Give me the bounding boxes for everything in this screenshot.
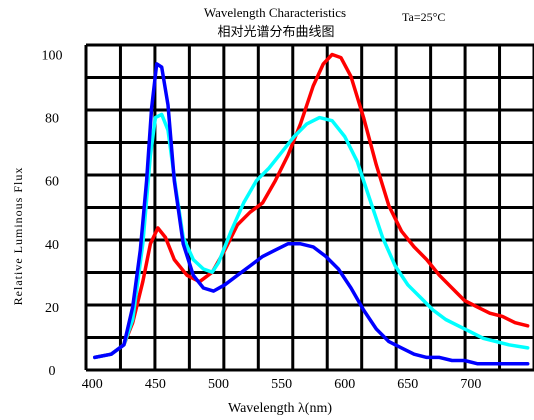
blue-series-line (93, 62, 530, 366)
red-series-line (93, 52, 530, 360)
x-tick-label: 500 (208, 377, 229, 392)
y-tick-label: 100 (42, 48, 63, 63)
x-tick-label: 700 (460, 377, 481, 392)
y-tick-label: 40 (45, 238, 59, 253)
x-axis-label: Wavelength λ(nm) (228, 401, 332, 416)
y-tick-label: 0 (49, 364, 56, 379)
grid (84, 43, 534, 372)
y-tick-label: 20 (45, 301, 59, 316)
x-tick-label: 400 (82, 377, 103, 392)
cyan-series-line (93, 112, 530, 360)
chart-title: Wavelength Characteristics (204, 5, 346, 20)
y-tick-label: 80 (45, 112, 59, 127)
series-group (93, 52, 530, 366)
x-tick-label: 450 (145, 377, 166, 392)
y-axis-label: Relative Luminous Flux (11, 167, 25, 306)
x-tick-label: 650 (397, 377, 418, 392)
chart-subtitle: 相对光谱分布曲线图 (217, 25, 334, 40)
x-tick-labels: 400 450 500 550 600 650 700 (82, 377, 482, 392)
x-tick-label: 600 (334, 377, 355, 392)
y-tick-labels: 0 20 40 60 80 100 (42, 48, 63, 379)
temperature-condition: Ta=25°C (402, 10, 445, 24)
x-tick-label: 550 (271, 377, 292, 392)
y-tick-label: 60 (45, 175, 59, 190)
